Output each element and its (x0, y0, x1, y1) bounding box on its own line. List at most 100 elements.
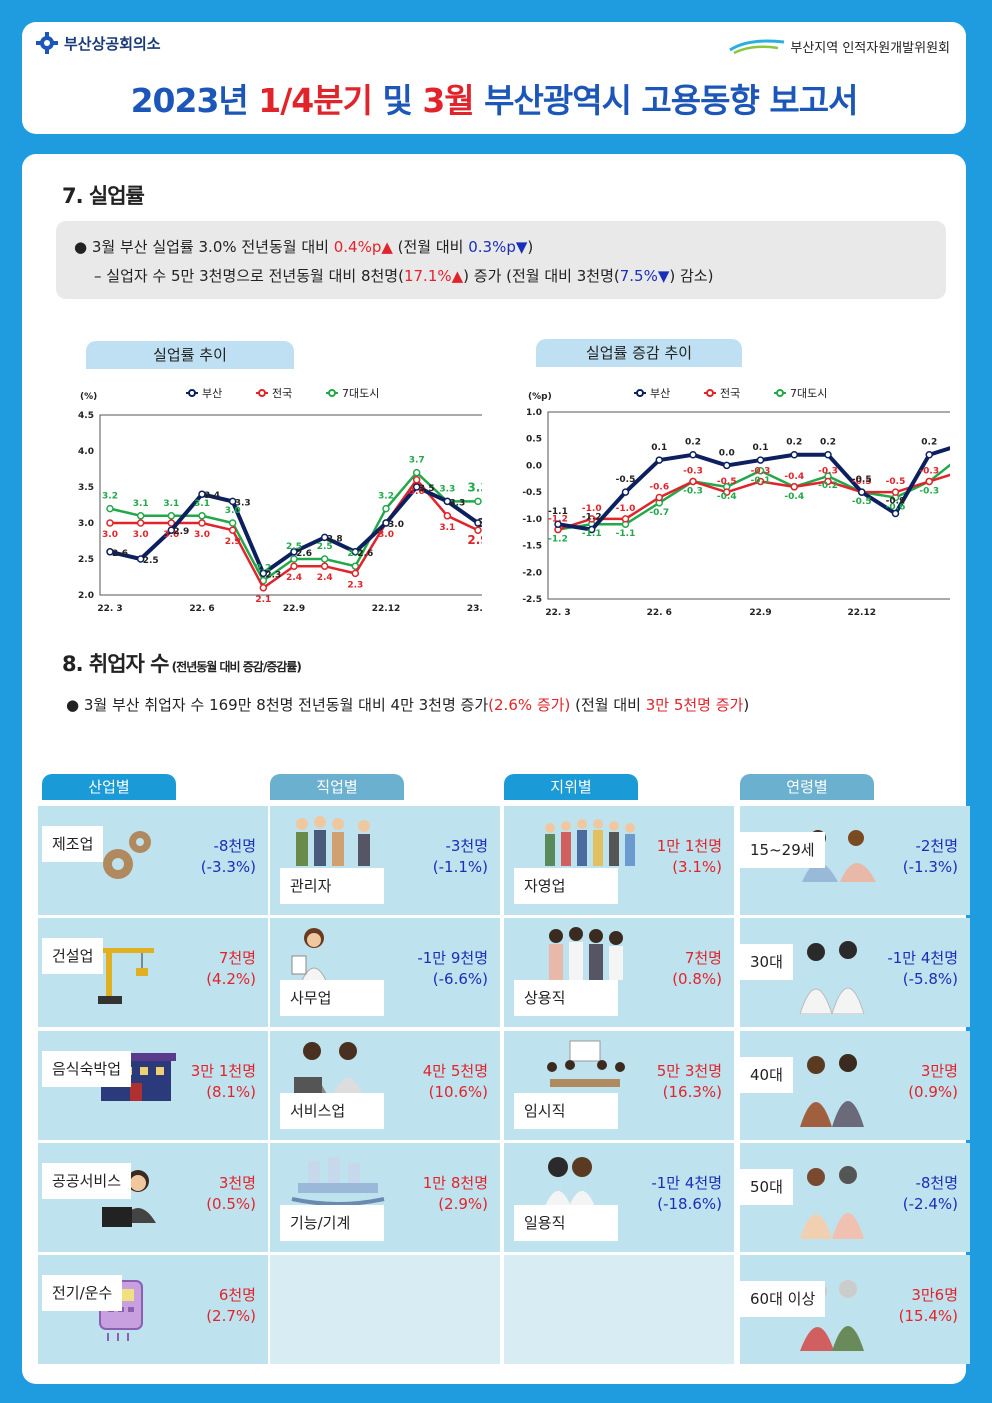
data-label: 3.0 (477, 516, 482, 530)
y-tick-label: 4.0 (78, 447, 94, 457)
change-rate: (16.3%) (662, 1083, 722, 1101)
legend-marker (258, 389, 266, 397)
data-label: 2.1 (255, 595, 271, 605)
change-count: -8천명 (915, 1174, 958, 1192)
data-label: -0.1 (751, 476, 771, 486)
data-label: 0.2 (685, 438, 701, 448)
section8-title: 8. 취업자 수 (전년동월 대비 증감/증감률) (62, 652, 302, 676)
gear-logo-icon (36, 32, 58, 54)
data-label: 2.9 (225, 537, 241, 547)
y-tick-label: 0.5 (526, 435, 542, 445)
x-tick-label: 22. 6 (189, 604, 214, 614)
change-rate: (-6.6%) (432, 970, 488, 988)
section7-title: 7. 실업률 (62, 184, 145, 208)
category-label: 전기/운수 (42, 1275, 123, 1311)
change-value: 4만 5천명 (10.6%) (423, 1061, 488, 1103)
category-column: 연령별 15~29세 -2천명 (-1.3%) 30대 -1만 4천명 (-5.8%) 40대… (740, 774, 970, 1364)
data-point (474, 526, 482, 534)
data-label: 0.2 (921, 438, 937, 448)
data-label: 3.6 (409, 487, 425, 497)
change-count: -1만 4천명 (887, 949, 958, 967)
change-value: -1만 9천명 (-6.6%) (417, 948, 488, 990)
category-column: 산업별 제조업 -8천명 (-3.3%) 건설업 7천명 (4.2%) 음식숙박업 3만 1천명… (38, 774, 268, 1364)
x-tick-label: 22. 3 (97, 604, 122, 614)
y-tick-label: -2.5 (522, 595, 542, 605)
data-point (621, 488, 630, 496)
day-workers-icon (540, 1149, 600, 1213)
change-count: 5만 3천명 (656, 1062, 722, 1080)
data-point (290, 562, 298, 570)
data-point (723, 461, 731, 470)
change-value: 7천명 (0.8%) (672, 948, 722, 990)
forties-couple-icon (794, 1051, 874, 1131)
data-label: -0.3 (683, 466, 703, 476)
data-label: -0.5 (852, 477, 872, 487)
chart1-title: 실업률 추이 (86, 341, 294, 369)
employment-cell: 60대 이상 3만6명 (15.4%) (740, 1255, 970, 1364)
y-tick-label: 3.5 (78, 483, 94, 493)
data-point (228, 519, 237, 527)
data-point (167, 526, 176, 534)
change-count: -8천명 (213, 837, 256, 855)
data-label: -0.6 (649, 482, 669, 492)
data-point (351, 548, 360, 556)
change-value: -1만 4천명 (-18.6%) (651, 1173, 722, 1215)
change-rate: (-18.6%) (657, 1195, 722, 1213)
data-label: 3.0 (378, 530, 394, 540)
data-label: 3.0 (388, 520, 404, 530)
x-tick-label: 22.12 (372, 604, 400, 614)
change-rate: (-1.3%) (902, 858, 958, 876)
data-label: 0.1 (753, 443, 769, 453)
data-label: -0.2 (818, 481, 838, 491)
data-point (443, 497, 452, 506)
x-tick-label: 22. 6 (647, 608, 672, 618)
data-label: -0.5 (852, 475, 872, 485)
data-point (382, 504, 390, 513)
employment-summary: ● 3월 부산 취업자 수 169만 8천명 전년동월 대비 4만 3천명 증가… (66, 696, 750, 714)
data-point (198, 512, 206, 520)
data-label: -0.3 (683, 486, 703, 496)
data-label: 3.3 (467, 480, 482, 494)
y-tick-label: 1.0 (526, 408, 542, 418)
data-label: -1.1 (582, 529, 602, 539)
category-label: 임시직 (514, 1093, 618, 1129)
data-label: 3.2 (102, 492, 118, 502)
data-point (925, 450, 933, 459)
change-value: 1만 8천명 (2.9%) (423, 1173, 488, 1215)
data-point (474, 497, 482, 506)
data-point (689, 450, 697, 459)
change-count: 1만 8천명 (422, 1174, 488, 1192)
data-label: -0.9 (886, 497, 906, 507)
data-point (320, 555, 329, 563)
data-point (228, 497, 237, 506)
data-label: 0.0 (719, 448, 735, 458)
category-label: 공공서비스 (42, 1163, 132, 1199)
category-label: 사무업 (280, 980, 384, 1016)
change-count: 3천명 (218, 1174, 256, 1192)
data-label: -1.1 (616, 529, 636, 539)
change-rate: (0.8%) (672, 970, 722, 988)
change-value: -2천명 (-1.3%) (903, 836, 958, 878)
hrd-swoosh-logo-icon (729, 39, 785, 55)
data-point (756, 477, 765, 486)
change-value: 6천명 (2.7%) (206, 1285, 256, 1327)
y-tick-label: -2.0 (522, 568, 542, 578)
category-label: 15~29세 (740, 832, 825, 868)
data-label: 0.2 (820, 438, 836, 448)
employment-cell: 30대 -1만 4천명 (-5.8%) (740, 918, 970, 1027)
change-rate: (-5.8%) (902, 970, 958, 988)
data-label: 2.8 (327, 534, 343, 544)
data-point (655, 493, 663, 502)
y-tick-label: -1.0 (522, 515, 542, 525)
meeting-icon (540, 1037, 630, 1101)
data-point (723, 488, 731, 496)
change-rate: (-2.4%) (902, 1195, 958, 1213)
data-point (198, 519, 206, 527)
change-count: -3천명 (445, 837, 488, 855)
y-tick-label: -1.5 (522, 542, 542, 552)
data-label: 2.5 (143, 556, 159, 566)
change-value: 7천명 (4.2%) (206, 948, 256, 990)
data-point (259, 569, 268, 578)
report-title: 2023년 1/4분기 및 3월 부산광역시 고용동향 보고서 (130, 81, 859, 120)
data-point (228, 526, 237, 534)
